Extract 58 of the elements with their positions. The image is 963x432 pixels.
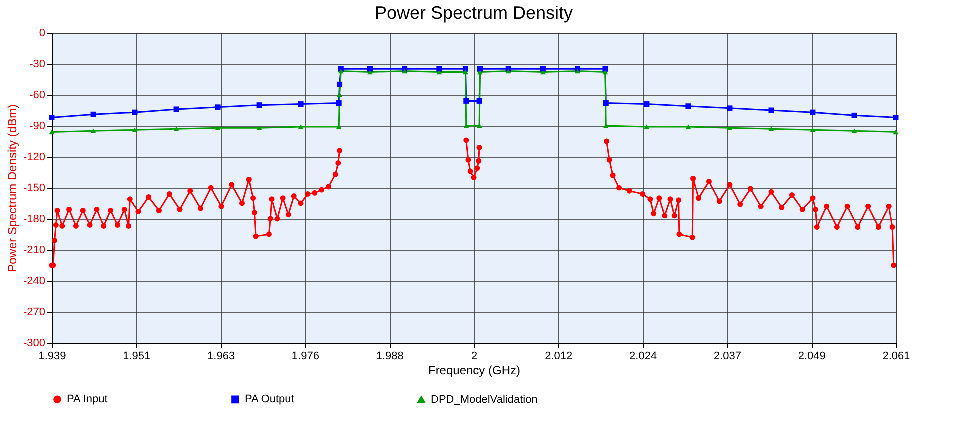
- point: [49, 114, 55, 120]
- chart-title: Power Spectrum Density: [374, 3, 574, 23]
- point: [132, 110, 138, 116]
- legend-label: PA Output: [245, 394, 294, 406]
- legend-label: DPD_ModelValidation: [431, 394, 538, 406]
- x-tick-label: 2.037: [714, 350, 742, 362]
- x-tick-label: 2: [471, 350, 478, 362]
- point: [893, 114, 899, 120]
- x-tick-label: 1.951: [123, 350, 151, 362]
- point: [644, 124, 650, 130]
- x-tick-label: 2.024: [630, 350, 658, 362]
- point: [436, 66, 442, 72]
- point: [336, 100, 342, 106]
- point: [768, 126, 774, 132]
- point: [476, 98, 482, 104]
- x-axis-title: Frequency (GHz): [428, 364, 521, 378]
- y-tick-label: -210: [23, 244, 46, 256]
- point: [174, 126, 180, 132]
- x-tick-label: 1.939: [38, 350, 66, 362]
- point: [810, 110, 816, 116]
- point: [644, 102, 650, 108]
- point: [686, 124, 692, 130]
- y-tick-label: -120: [23, 152, 46, 164]
- point: [256, 126, 262, 130]
- point: [727, 106, 733, 112]
- point: [215, 104, 221, 110]
- x-tick-label: 1.963: [208, 350, 236, 362]
- point: [298, 124, 304, 130]
- y-axis-title: Power Spectrum Density (dBm): [5, 104, 20, 273]
- y-tick-label: -180: [23, 214, 46, 226]
- y-tick-label: -150: [23, 182, 46, 194]
- point: [852, 112, 858, 118]
- point: [464, 98, 470, 104]
- point: [337, 82, 343, 88]
- y-tick-label: 0: [39, 28, 46, 40]
- point: [90, 112, 96, 118]
- point: [810, 128, 816, 133]
- x-tick-label: 1.988: [376, 350, 404, 362]
- point: [686, 104, 692, 110]
- point: [174, 106, 180, 112]
- legend-label: PA Input: [67, 394, 108, 406]
- point: [298, 102, 304, 108]
- x-tick-label: 1.976: [292, 350, 320, 362]
- point: [337, 92, 343, 98]
- y-tick-label: -270: [23, 306, 46, 318]
- point: [215, 126, 221, 130]
- x-tick-label: 2.049: [798, 350, 826, 362]
- y-tick-label: -240: [23, 276, 46, 288]
- y-tick-label: -30: [30, 58, 46, 70]
- point: [727, 126, 733, 130]
- point: [256, 102, 262, 108]
- point: [602, 66, 608, 72]
- y-tick-label: -60: [30, 90, 46, 102]
- x-tick-label: 2.061: [882, 350, 910, 362]
- point: [603, 100, 609, 106]
- y-tick-label: -300: [23, 338, 46, 350]
- y-tick-label: -90: [30, 120, 46, 132]
- x-tick-label: 2.012: [545, 350, 573, 362]
